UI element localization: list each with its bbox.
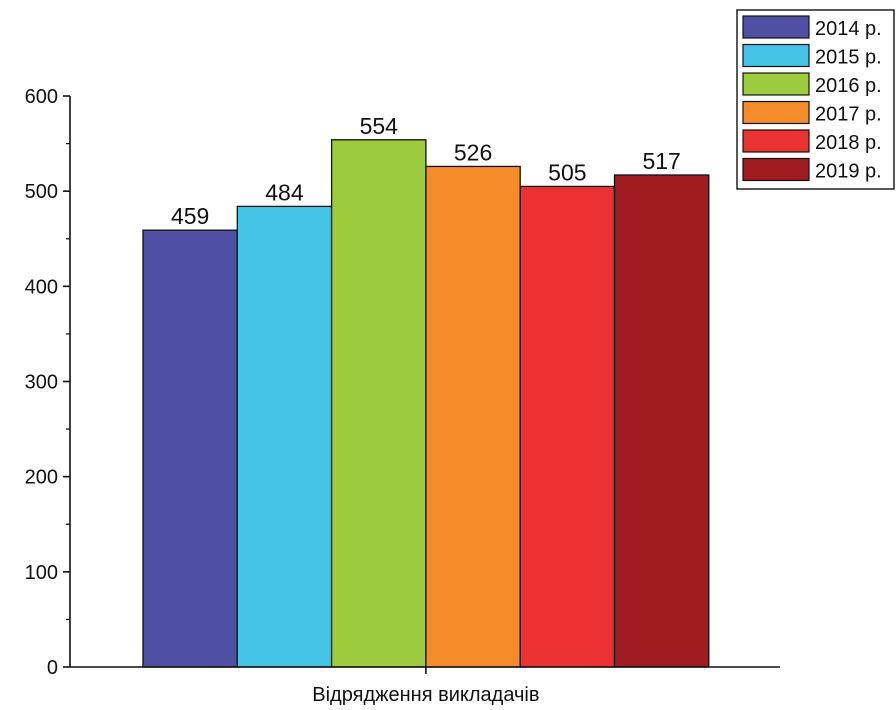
bar-2018 xyxy=(519,185,616,668)
data-label-2014: 459 xyxy=(171,203,209,229)
legend-swatch-2018 xyxy=(742,129,810,153)
data-label-2015: 484 xyxy=(265,179,304,205)
legend-swatch-2019 xyxy=(742,157,810,182)
bar-2014 xyxy=(142,229,238,668)
y-ticks-group: 0 100 200 300 400 500 600 xyxy=(25,86,70,679)
legend-swatch-2017 xyxy=(742,100,810,125)
legend: 2014 р. 2015 р. 2016 р. 2017 р. 2018 р. 2019 … xyxy=(736,9,895,190)
bar-2015 xyxy=(236,205,333,668)
y-tick-label: 400 xyxy=(25,276,58,298)
x-axis-title: Відрядження викладачів xyxy=(312,684,539,706)
data-label-2018: 505 xyxy=(548,159,586,185)
legend-label-2016: 2016 р. xyxy=(815,75,882,97)
y-tick-label: 0 xyxy=(47,657,58,679)
y-tick-label: 300 xyxy=(25,372,58,394)
y-tick-label: 600 xyxy=(25,86,58,108)
legend-label-2019: 2019 р. xyxy=(815,161,882,183)
bar-2016 xyxy=(330,139,427,668)
legend-label-2015: 2015 р. xyxy=(815,47,882,69)
bar-2019 xyxy=(613,174,710,668)
y-tick-label: 100 xyxy=(25,562,58,584)
data-label-2016: 554 xyxy=(360,113,399,139)
bar-2017 xyxy=(425,165,521,668)
y-tick-label: 500 xyxy=(25,181,58,203)
legend-swatch-2016 xyxy=(742,72,810,96)
bars-group xyxy=(142,139,710,668)
legend-swatch-2015 xyxy=(742,43,810,68)
legend-label-2014: 2014 р. xyxy=(815,18,882,40)
data-labels-group: 459 484 554 526 505 517 xyxy=(171,113,681,229)
legend-swatch-2014 xyxy=(742,15,810,39)
data-label-2017: 526 xyxy=(454,139,492,165)
data-label-2019: 517 xyxy=(642,148,680,174)
legend-label-2017: 2017 р. xyxy=(815,104,882,126)
y-tick-label: 200 xyxy=(25,467,58,489)
legend-label-2018: 2018 р. xyxy=(815,132,882,154)
